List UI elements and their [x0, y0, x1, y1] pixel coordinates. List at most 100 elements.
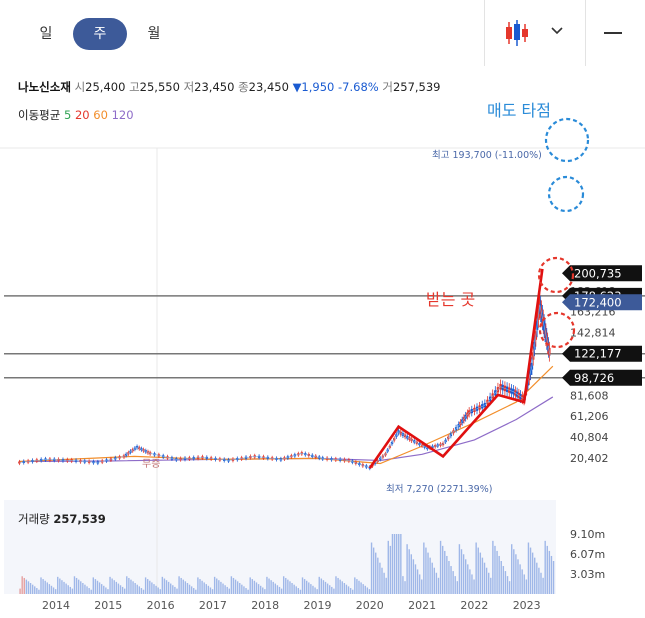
menu-icon[interactable] — [604, 32, 622, 34]
ma60-label: 60 — [93, 108, 108, 122]
volume-bar — [383, 572, 385, 594]
volume-bar — [84, 584, 86, 594]
volume-bar — [295, 586, 297, 594]
volume-bar — [521, 569, 523, 594]
volume-bar — [86, 586, 88, 594]
price-tag-label: 122,177 — [574, 347, 622, 361]
volume-bar — [186, 583, 189, 594]
volume-bar — [544, 540, 546, 594]
volume-bar — [425, 547, 427, 594]
open-label: 시 — [74, 80, 86, 94]
volume-bar — [471, 574, 473, 594]
volume-bar — [483, 562, 486, 594]
volume-bar — [297, 588, 300, 594]
volume-bar — [414, 564, 417, 594]
volume-bar — [126, 576, 128, 594]
volume-bar — [100, 584, 103, 594]
volume-bar — [345, 584, 348, 594]
volume-bar — [511, 544, 513, 594]
volume-bar — [82, 583, 84, 594]
high-label: 고 — [129, 80, 140, 94]
volume-bar — [23, 577, 25, 594]
volume-bar — [213, 576, 216, 594]
volume-bar — [61, 580, 63, 594]
volume-tick-label: 9.10m — [570, 528, 605, 541]
volume-bar — [29, 583, 32, 594]
zigzag-trend-line — [368, 268, 544, 469]
volume-bar — [52, 587, 55, 594]
support-circle-upper — [537, 256, 575, 294]
volume-bar — [278, 586, 281, 594]
volume-bar — [105, 587, 107, 594]
volume-bar — [406, 544, 408, 594]
volume-bar — [318, 576, 320, 594]
ma120-line — [19, 396, 554, 463]
volume-bar — [324, 581, 327, 594]
volume-bar — [21, 576, 23, 594]
period-tab-month[interactable]: 월 — [147, 26, 161, 42]
volume-bar — [218, 580, 220, 594]
volume-bar — [211, 589, 214, 594]
volume-bar — [291, 583, 293, 594]
all-time-high-note: 최고 193,700 (-11.00%) — [432, 150, 542, 161]
volume-bar — [496, 550, 498, 594]
volume-bar — [410, 554, 412, 594]
chart-type-selector[interactable] — [484, 0, 586, 66]
volume-bar — [439, 540, 442, 594]
volume-bar — [536, 562, 538, 594]
volume-bar — [362, 584, 364, 594]
price-line — [19, 304, 551, 468]
period-tab-day[interactable]: 일 — [39, 26, 53, 42]
volume-bar — [199, 579, 201, 594]
volume-bar — [75, 577, 78, 594]
all-time-low-note: 최저 7,270 (2271.39%) — [386, 484, 492, 495]
volume-bar — [358, 580, 360, 594]
volume-bar — [515, 554, 517, 594]
volume-bar — [464, 559, 467, 594]
volume-title: 거래량 257,539 — [18, 511, 106, 527]
volume-title-value: 257,539 — [53, 512, 106, 526]
volume-bar — [395, 534, 398, 594]
period-toolbar: 일 주 월 — [0, 0, 645, 66]
volume-bar — [387, 540, 389, 594]
volume-bar — [140, 588, 143, 594]
volume-bar — [502, 566, 505, 594]
x-tick-label: 2022 — [460, 599, 488, 612]
volume-bar — [552, 561, 555, 594]
price-tag-label: 172,400 — [574, 295, 622, 309]
volume-bar — [34, 586, 36, 594]
volume-bar — [310, 584, 312, 594]
volume-bar — [190, 586, 193, 594]
volume-bar — [431, 562, 433, 594]
period-tab-week[interactable]: 주 — [73, 18, 127, 50]
volume-bar — [132, 581, 134, 594]
volume-bar — [352, 589, 354, 594]
volume-bar — [203, 582, 205, 594]
price-tag-label: 200,735 — [574, 266, 622, 280]
volume-tick-label: 3.03m — [570, 568, 605, 581]
candlestick-icon — [506, 20, 563, 46]
volume-bar — [448, 561, 450, 594]
volume-bar — [418, 574, 421, 594]
volume-bar — [435, 572, 438, 594]
chevron-down-icon — [551, 27, 563, 35]
volume-bar — [335, 576, 337, 594]
sell-point-annotation: 매도 타점 — [487, 101, 551, 120]
volume-bar — [308, 582, 310, 594]
price-tag-label: 98,726 — [574, 371, 614, 385]
volume-bar — [249, 577, 251, 594]
volume-bar — [329, 585, 331, 594]
volume-bar — [444, 550, 446, 594]
volume-bar — [408, 549, 410, 594]
volume-bar — [339, 579, 341, 594]
volume-bar — [25, 579, 28, 594]
volume-bar — [287, 579, 289, 594]
volume-bar — [513, 549, 515, 594]
volume-bar — [370, 542, 373, 594]
volume-bar — [59, 578, 61, 594]
volume-bar — [36, 588, 38, 594]
volume-bar — [548, 550, 551, 594]
volume-bar — [80, 581, 82, 594]
volume-bar — [201, 580, 203, 594]
